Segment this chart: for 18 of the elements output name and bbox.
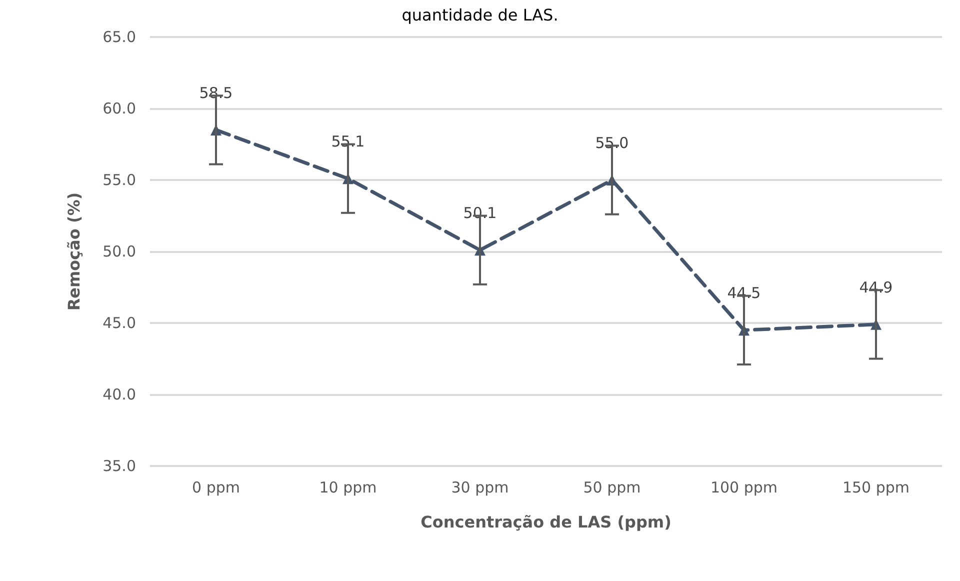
y-tick-label: 55.0 <box>102 171 136 189</box>
y-tick-label: 65.0 <box>102 28 136 46</box>
x-axis-title: Concentração de LAS (ppm) <box>420 512 672 532</box>
chart-title: quantidade de LAS. <box>402 6 558 24</box>
y-tick-label: 35.0 <box>102 457 136 475</box>
y-tick-label: 50.0 <box>102 242 136 260</box>
y-tick-label: 45.0 <box>102 314 136 332</box>
y-axis-title: Remoção (%) <box>64 192 84 311</box>
data-label: 55.1 <box>331 132 365 151</box>
y-tick-label: 60.0 <box>102 100 136 118</box>
x-tick-label: 10 ppm <box>319 478 377 496</box>
x-tick-label: 100 ppm <box>710 478 778 496</box>
x-tick-label: 50 ppm <box>583 478 641 496</box>
x-tick-label: 150 ppm <box>842 478 910 496</box>
data-label: 55.0 <box>595 134 629 152</box>
x-tick-label: 0 ppm <box>192 478 240 496</box>
y-tick-label: 40.0 <box>102 386 136 404</box>
x-tick-label: 30 ppm <box>451 478 509 496</box>
